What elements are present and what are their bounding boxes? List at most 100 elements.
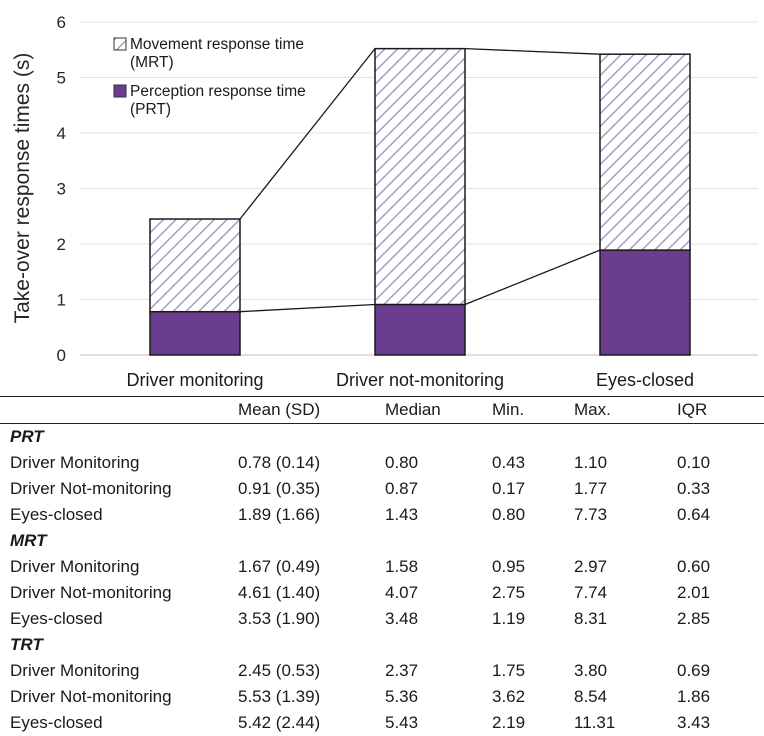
table-cell: 0.78 (0.14) <box>238 450 385 476</box>
table-cell: 2.85 <box>677 606 764 632</box>
row-label: Eyes-closed <box>0 710 238 736</box>
connector-line-prt <box>240 304 375 311</box>
table-cell: 1.75 <box>492 658 574 684</box>
y-tick-label: 5 <box>57 69 66 88</box>
row-label: Driver Monitoring <box>0 658 238 684</box>
table-cell: 1.19 <box>492 606 574 632</box>
row-label: Eyes-closed <box>0 502 238 528</box>
table-cell: 0.64 <box>677 502 764 528</box>
header-cell: Max. <box>574 397 677 424</box>
bar-segment-prt <box>375 304 465 355</box>
x-category-label: Driver monitoring <box>126 370 263 390</box>
row-label: Driver Not-monitoring <box>0 580 238 606</box>
table-cell: 1.77 <box>574 476 677 502</box>
legend-label-prt-line2: (PRT) <box>130 101 171 118</box>
table-cell: 0.17 <box>492 476 574 502</box>
y-axis-title: Take-over response times (s) <box>11 53 34 324</box>
table-cell: 8.31 <box>574 606 677 632</box>
table-cell: 3.53 (1.90) <box>238 606 385 632</box>
chart-area: 0 1 2 3 4 5 6 Driver monitoring Driver not-monit… <box>0 0 764 395</box>
table-cell: 0.80 <box>385 450 492 476</box>
table-cell: 1.58 <box>385 554 492 580</box>
table-cell: 5.42 (2.44) <box>238 710 385 736</box>
header-cell: Median <box>385 397 492 424</box>
table-cell: 2.97 <box>574 554 677 580</box>
y-tick-label: 1 <box>57 291 66 310</box>
section-row-mrt: MRT <box>0 528 764 554</box>
table-cell: 0.87 <box>385 476 492 502</box>
table-cell: 5.53 (1.39) <box>238 684 385 710</box>
bar-segment-prt <box>600 250 690 355</box>
table-cell: 0.95 <box>492 554 574 580</box>
table-cell: 11.31 <box>574 710 677 736</box>
y-tick-label: 6 <box>57 13 66 32</box>
table-cell: 3.48 <box>385 606 492 632</box>
table-cell: 1.89 (1.66) <box>238 502 385 528</box>
connector-line-prt <box>465 250 600 304</box>
table-cell: 2.75 <box>492 580 574 606</box>
row-label: Driver Monitoring <box>0 450 238 476</box>
connector-line-total <box>240 49 375 219</box>
table-cell: 1.10 <box>574 450 677 476</box>
stacked-bar-chart: 0 1 2 3 4 5 6 Driver monitoring Driver not-monit… <box>0 0 764 395</box>
section-title: TRT <box>0 632 764 658</box>
row-label: Eyes-closed <box>0 606 238 632</box>
x-category-label: Driver not-monitoring <box>336 370 504 390</box>
legend-label-prt-line1: Perception response time <box>130 83 306 100</box>
table-cell: 5.36 <box>385 684 492 710</box>
y-tick-label: 3 <box>57 180 66 199</box>
table-cell: 1.43 <box>385 502 492 528</box>
table-cell: 0.80 <box>492 502 574 528</box>
table-cell: 4.07 <box>385 580 492 606</box>
legend-swatch-mrt <box>114 38 126 50</box>
y-tick-label: 0 <box>57 346 66 365</box>
section-row-prt: PRT <box>0 424 764 451</box>
table-cell: 0.10 <box>677 450 764 476</box>
table-cell: 0.91 (0.35) <box>238 476 385 502</box>
table-cell: 2.01 <box>677 580 764 606</box>
section-title: PRT <box>0 424 764 451</box>
table-cell: 7.74 <box>574 580 677 606</box>
y-tick-label: 4 <box>57 124 66 143</box>
legend-label-mrt-line2: (MRT) <box>130 54 174 71</box>
table-cell: 7.73 <box>574 502 677 528</box>
header-cell <box>0 397 238 424</box>
header-cell: Min. <box>492 397 574 424</box>
table-cell: 5.43 <box>385 710 492 736</box>
table-cell: 4.61 (1.40) <box>238 580 385 606</box>
table-cell: 0.69 <box>677 658 764 684</box>
bar-segment-prt <box>150 312 240 355</box>
legend-swatch-prt <box>114 85 126 97</box>
table-cell: 1.67 (0.49) <box>238 554 385 580</box>
row-label: Driver Monitoring <box>0 554 238 580</box>
row-label: Driver Not-monitoring <box>0 684 238 710</box>
header-cell: IQR <box>677 397 764 424</box>
header-cell: Mean (SD) <box>238 397 385 424</box>
table-cell: 0.43 <box>492 450 574 476</box>
table-header-row: Mean (SD) Median Min. Max. IQR <box>0 397 764 424</box>
table-cell: 8.54 <box>574 684 677 710</box>
bar-segment-mrt <box>600 54 690 250</box>
connector-line-total <box>465 49 600 55</box>
table-cell: 3.80 <box>574 658 677 684</box>
table-cell: 0.60 <box>677 554 764 580</box>
table-cell: 1.86 <box>677 684 764 710</box>
section-row-trt: TRT <box>0 632 764 658</box>
table-cell: 3.62 <box>492 684 574 710</box>
bar-segment-mrt <box>150 219 240 312</box>
y-tick-label: 2 <box>57 235 66 254</box>
table-cell: 3.43 <box>677 710 764 736</box>
section-title: MRT <box>0 528 764 554</box>
table-cell: 2.37 <box>385 658 492 684</box>
legend-label-mrt-line1: Movement response time <box>130 36 304 53</box>
